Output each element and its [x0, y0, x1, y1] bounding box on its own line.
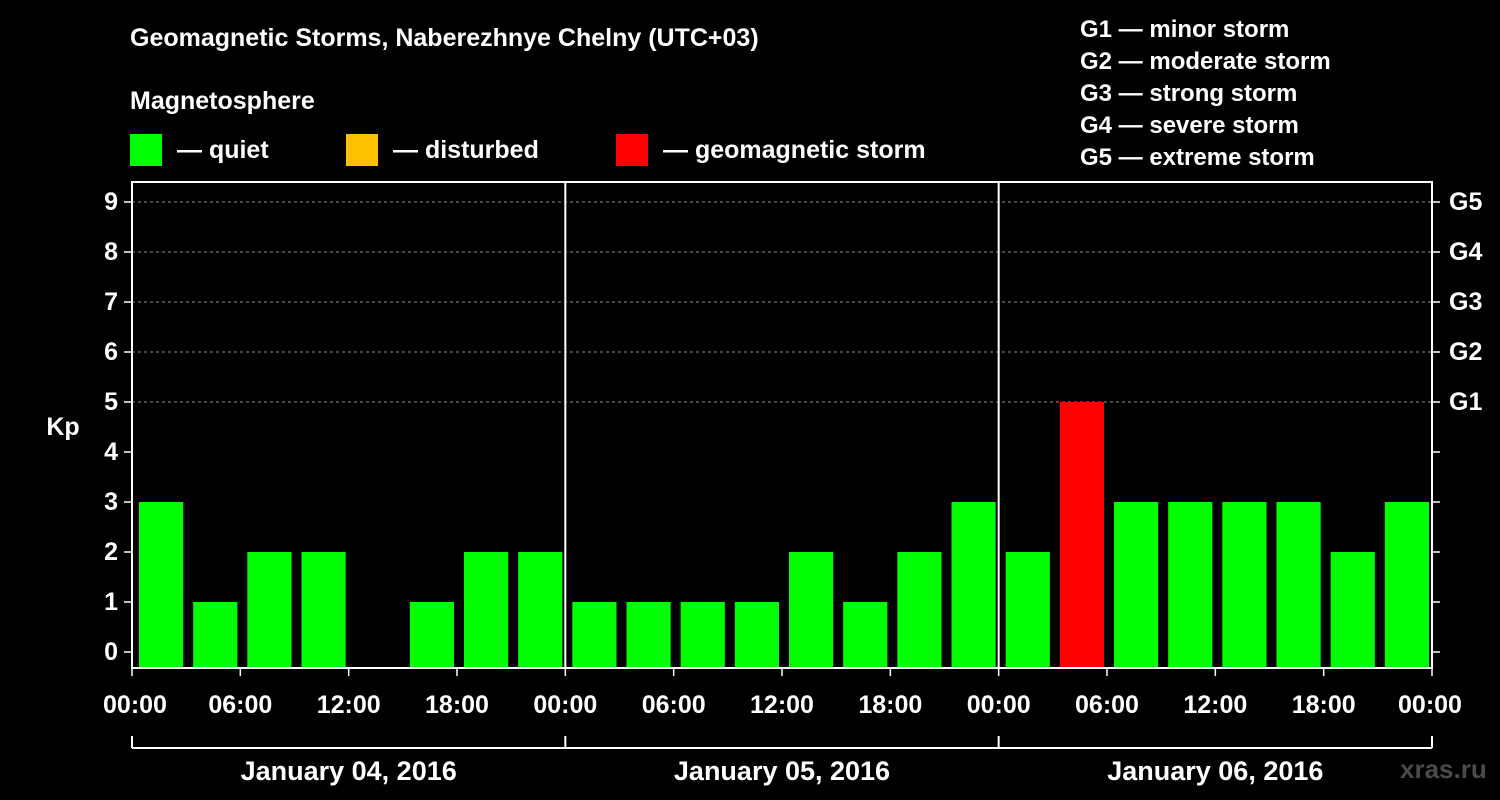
kp-bar-9 [626, 602, 671, 668]
kp-bar-18 [1114, 502, 1159, 668]
x-tick-label-11: 18:00 [1292, 691, 1356, 719]
day-label-2: January 06, 2016 [1107, 756, 1323, 786]
kp-bar-2 [247, 552, 292, 668]
y-tick-label-6: 6 [104, 338, 118, 366]
legend-disturbed-swatch [346, 134, 378, 166]
watermark: xras.ru [1400, 754, 1487, 784]
legend-quiet-swatch [130, 134, 162, 166]
kp-bar-7 [518, 552, 563, 668]
chart-title: Geomagnetic Storms, Naberezhnye Chelny (… [130, 24, 759, 52]
y-tick-label-1: 1 [104, 588, 118, 616]
x-tick-label-4: 00:00 [533, 691, 597, 719]
kp-bar-13 [843, 602, 888, 668]
kp-bar-6 [464, 552, 509, 668]
x-tick-label-3: 18:00 [425, 691, 489, 719]
kp-bar-23 [1384, 502, 1429, 668]
kp-bar-5 [409, 602, 454, 668]
x-tick-label-10: 12:00 [1183, 691, 1247, 719]
legend-storm-swatch [616, 134, 648, 166]
kp-bar-20 [1222, 502, 1267, 668]
y-tick-label-9: 9 [104, 188, 118, 216]
right-axis-label-G4: G4 [1449, 238, 1482, 266]
kp-bar-1 [193, 602, 238, 668]
x-tick-label-5: 06:00 [642, 691, 706, 719]
legend-disturbed-label: — disturbed [393, 135, 539, 164]
y-tick-label-5: 5 [104, 388, 118, 416]
right-axis-label-G1: G1 [1449, 388, 1482, 416]
kp-bar-10 [680, 602, 725, 668]
kp-bar-22 [1330, 552, 1375, 668]
kp-bar-14 [897, 552, 942, 668]
legend-quiet-label: — quiet [177, 135, 269, 164]
y-tick-label-3: 3 [104, 488, 118, 516]
legend-disturbed: — disturbed [346, 133, 539, 167]
g3-legend-item: G3 — strong storm [1080, 80, 1298, 107]
day-label-0: January 04, 2016 [241, 756, 457, 786]
right-axis-label-G2: G2 [1449, 338, 1482, 366]
kp-bar-12 [789, 552, 834, 668]
x-tick-label-2: 12:00 [317, 691, 381, 719]
kp-bar-0 [139, 502, 184, 668]
x-tick-label-8: 00:00 [967, 691, 1031, 719]
y-tick-label-2: 2 [104, 538, 118, 566]
x-tick-label-7: 18:00 [858, 691, 922, 719]
kp-bar-15 [951, 502, 996, 668]
g1-legend-item: G1 — minor storm [1080, 16, 1290, 43]
g-scale-legend: G1 — minor storm G2 — moderate storm G3 … [1080, 14, 1331, 174]
day-label-1: January 05, 2016 [674, 756, 890, 786]
x-tick-label-12: 00:00 [1398, 691, 1462, 719]
legend-storm: — geomagnetic storm [616, 133, 926, 167]
kp-bar-17 [1059, 402, 1104, 668]
kp-bar-11 [734, 602, 779, 668]
magnetosphere-heading: Magnetosphere [130, 87, 315, 115]
x-tick-label-0: 00:00 [103, 691, 167, 719]
kp-bar-8 [572, 602, 617, 668]
kp-bar-3 [301, 552, 346, 668]
y-axis-label: Kp [46, 413, 79, 441]
y-tick-label-0: 0 [104, 638, 118, 666]
x-tick-label-9: 06:00 [1075, 691, 1139, 719]
legend-quiet: — quiet [130, 133, 269, 167]
kp-bar-16 [1005, 552, 1050, 668]
y-tick-label-7: 7 [104, 288, 118, 316]
x-tick-label-6: 12:00 [750, 691, 814, 719]
x-tick-label-1: 06:00 [208, 691, 272, 719]
g4-legend-item: G4 — severe storm [1080, 112, 1299, 139]
y-tick-label-8: 8 [104, 238, 118, 266]
y-tick-label-4: 4 [104, 438, 118, 466]
right-axis-label-G5: G5 [1449, 188, 1482, 216]
g2-legend-item: G2 — moderate storm [1080, 48, 1331, 75]
legend-storm-label: — geomagnetic storm [663, 135, 926, 164]
g5-legend-item: G5 — extreme storm [1080, 144, 1315, 171]
kp-bar-21 [1276, 502, 1321, 668]
right-axis-label-G3: G3 [1449, 288, 1482, 316]
kp-bar-19 [1168, 502, 1213, 668]
